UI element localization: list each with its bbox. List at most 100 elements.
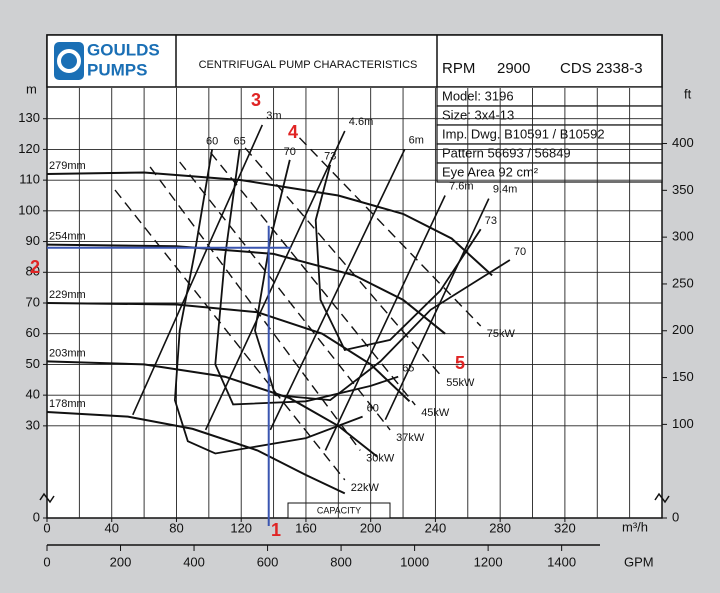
- logo-swirl: [57, 49, 81, 73]
- y-tick-label: 50: [26, 356, 40, 371]
- power-curve-label: 75kW: [487, 328, 516, 340]
- logo: GOULDS PUMPS: [54, 40, 160, 80]
- efficiency-curve-label: 73: [324, 151, 336, 163]
- power-curve-label: 45kW: [421, 407, 450, 419]
- y-axis-label: m: [26, 81, 37, 96]
- y-tick-label: 80: [26, 264, 40, 279]
- head-curve-label: 178mm: [49, 398, 86, 410]
- efficiency-curve: [314, 164, 482, 352]
- info-text: Pattern 56693 / 56849: [442, 145, 571, 160]
- y2-tick-label: 250: [672, 275, 694, 290]
- npsh-curve-label: 6m: [409, 134, 424, 146]
- x2-tick-label: 600: [257, 554, 279, 569]
- rpm-value: 2900: [497, 60, 530, 77]
- y-tick-label: 40: [26, 387, 40, 402]
- x2-tick-label: 1000: [400, 554, 429, 569]
- power-curve: [179, 161, 391, 431]
- npsh-curve: [269, 149, 406, 431]
- rpm-label: RPM: [442, 60, 475, 77]
- x-tick-label: 40: [105, 520, 119, 535]
- y-tick-label: 90: [26, 233, 40, 248]
- npsh-curve: [204, 130, 346, 431]
- power-curve: [209, 152, 416, 406]
- x2-tick-label: 1400: [547, 554, 576, 569]
- head-curve-label: 279mm: [49, 160, 86, 172]
- efficiency-curve-label: 60: [367, 403, 379, 415]
- axis-break: [39, 492, 55, 504]
- info-table: Model: 3196 Size: 3x4-13 Imp. Dwg. B10591 …: [436, 86, 663, 183]
- head-curve-label: 254mm: [49, 231, 86, 243]
- y-tick-label: 120: [18, 141, 40, 156]
- y-tick-label: 0: [33, 509, 40, 524]
- efficiency-curve-label: 70: [514, 246, 526, 258]
- power-curve-label: 22kW: [351, 482, 380, 494]
- power-curve: [298, 137, 482, 327]
- curve-number: CDS 2338-3: [560, 60, 643, 77]
- y-tick-label: 100: [18, 202, 40, 217]
- y2-axis-label: ft: [684, 86, 692, 101]
- annotation: 2: [30, 257, 40, 277]
- logo-text: GOULDS: [87, 40, 160, 59]
- head-curve: [46, 411, 346, 495]
- axis-break: [654, 492, 670, 504]
- y2-tick-label: 100: [672, 416, 694, 431]
- npsh-curve-label: 4.6m: [349, 116, 373, 128]
- head-curve: [46, 360, 378, 458]
- y2-tick-label: 350: [672, 182, 694, 197]
- npsh-curve-label: 3m: [266, 110, 281, 122]
- head-curve: [46, 171, 493, 277]
- x-tick-label: 80: [169, 520, 183, 535]
- info-text: Size: 3x4-13: [442, 107, 514, 122]
- head-curve-label: 229mm: [49, 289, 86, 301]
- efficiency-curve-label: 70: [284, 146, 296, 158]
- x-tick-label: 320: [554, 520, 576, 535]
- info-text: Eye Area 92 cm²: [442, 164, 539, 179]
- efficiency-curve-label: 73: [485, 215, 497, 227]
- info-text: Model: 3196: [442, 88, 514, 103]
- x2-tick-label: 800: [330, 554, 352, 569]
- npsh-curve: [384, 198, 490, 421]
- header-box: [46, 34, 663, 88]
- y2-tick-label: 150: [672, 369, 694, 384]
- logo-text: PUMPS: [87, 60, 147, 79]
- efficiency-curve: [214, 149, 399, 406]
- head-curve-label: 203mm: [49, 347, 86, 359]
- x-axis-label: m³/h: [622, 519, 648, 534]
- y2-tick-label: 0: [672, 509, 679, 524]
- y-tick-label: 70: [26, 294, 40, 309]
- x-tick-label: 160: [295, 520, 317, 535]
- head-curve: [46, 302, 411, 403]
- y-tick-label: 110: [19, 172, 40, 187]
- x2-tick-label: 200: [110, 554, 132, 569]
- x-tick-label: 0: [43, 520, 50, 535]
- x2-tick-label: 1200: [474, 554, 503, 569]
- x2-tick-label: 0: [43, 554, 50, 569]
- annotation: 3: [251, 90, 261, 110]
- capacity-box: [287, 502, 391, 519]
- y-tick-label: 30: [26, 417, 40, 432]
- logo-mark: [54, 42, 84, 80]
- y2-tick-label: 400: [672, 135, 694, 150]
- y2-tick-label: 300: [672, 229, 694, 244]
- efficiency-curve-label: 65: [233, 135, 245, 147]
- y-tick-label: 60: [26, 325, 40, 340]
- efficiency-curve-label: 60: [206, 135, 218, 147]
- capacity-label: CAPACITY: [317, 505, 361, 515]
- power-curve: [149, 166, 361, 451]
- annotation: 4: [288, 122, 298, 142]
- y2-tick-label: 200: [672, 322, 694, 337]
- x2-axis-label: GPM: [624, 554, 654, 569]
- npsh-curve-label: 7.6m: [449, 180, 473, 192]
- annotation: 1: [271, 520, 281, 540]
- power-curve-label: 55kW: [446, 377, 475, 389]
- power-curve-label: 37kW: [396, 432, 425, 444]
- info-text: Imp. Dwg. B10591 / B10592: [442, 126, 605, 141]
- x2-tick-label: 400: [183, 554, 205, 569]
- npsh-curve-label: 9.4m: [493, 183, 517, 195]
- npsh-curve: [324, 195, 446, 451]
- efficiency-curve-label: 65: [402, 363, 414, 375]
- head-curve: [46, 243, 446, 335]
- efficiency-curve: [173, 149, 363, 455]
